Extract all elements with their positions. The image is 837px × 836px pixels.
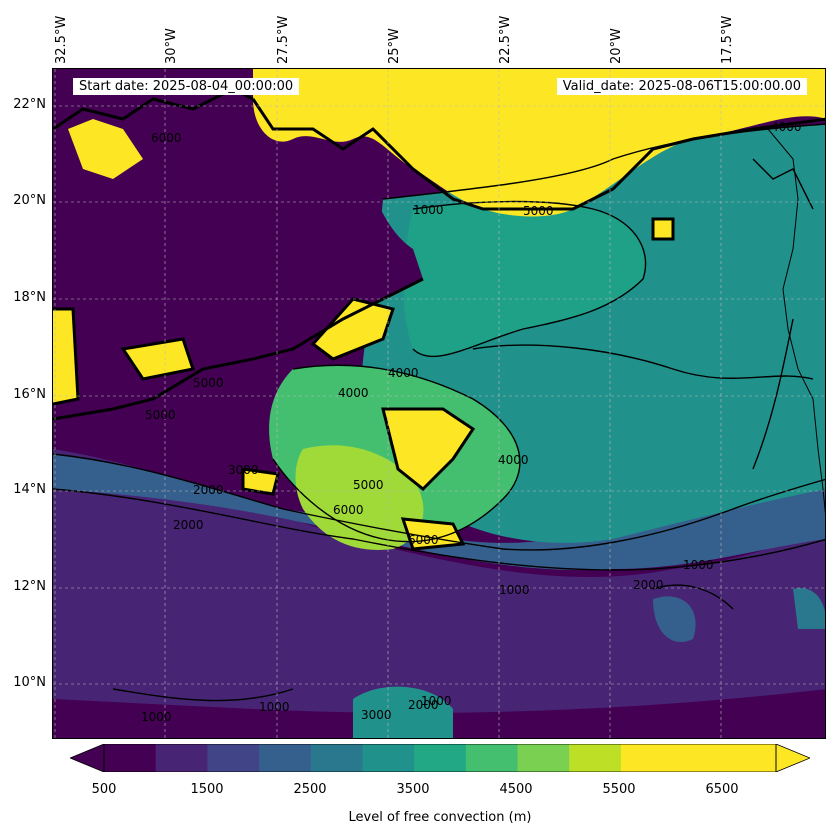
- lfc-field-map: 6000 5000 4000 5000 4000 1000 4000 5000 …: [53, 69, 825, 738]
- lat-label-10n: 10°N: [13, 675, 46, 690]
- contour-label: 2000: [193, 483, 224, 497]
- start-date-box: Start date: 2025-08-04_00:00:00: [73, 78, 300, 95]
- colorbar-tick-label: 1500: [190, 782, 224, 797]
- field-south-blob1: [353, 686, 453, 738]
- colorbar-segment: [310, 744, 363, 772]
- field-yellow-nw: [68, 119, 143, 179]
- lat-label-20n: 20°N: [13, 193, 46, 208]
- colorbar-segment: [207, 744, 260, 772]
- colorbar-over-arrow: [775, 744, 810, 772]
- contour-label: 6000: [333, 503, 364, 517]
- field-yellow-west: [53, 309, 78, 404]
- contour-label: 3000: [228, 463, 259, 477]
- lat-label-14n: 14°N: [13, 482, 46, 497]
- lon-label-30w: 30°W: [164, 28, 179, 64]
- contour-label: 2000: [408, 698, 439, 712]
- colorbar-tick-label: 5500: [602, 782, 636, 797]
- colorbar-segment: [259, 744, 312, 772]
- field-yellow-blob5: [653, 219, 673, 239]
- field-yellow-blob2: [313, 299, 393, 359]
- contour-label: 2000: [173, 518, 204, 532]
- graticule: [53, 69, 825, 738]
- colorbar-tick-label: 500: [91, 782, 117, 797]
- colorbar-segment: [155, 744, 208, 772]
- contour-label: 1000: [141, 710, 172, 724]
- contour-lines-bold: [53, 87, 825, 551]
- colorbar-tick-label: 2500: [293, 782, 327, 797]
- field-nw-purple: [53, 69, 423, 419]
- lon-label-27-5w: 27.5°W: [276, 15, 291, 64]
- contour-label: 5000: [353, 478, 384, 492]
- map-panel: 6000 5000 4000 5000 4000 1000 4000 5000 …: [52, 68, 826, 739]
- contour-label: 5000: [523, 204, 554, 218]
- field-purple: [53, 449, 825, 713]
- contour-label: 6000: [408, 533, 439, 547]
- contour-label: 1000: [413, 203, 444, 217]
- contour-label: 4000: [338, 386, 369, 400]
- lat-label-22n: 22°N: [13, 97, 46, 112]
- field-blue: [53, 454, 825, 570]
- lat-label-18n: 18°N: [13, 290, 46, 305]
- colorbar-tick-label: 6500: [705, 782, 739, 797]
- lat-label-16n: 16°N: [13, 387, 46, 402]
- contour-label: 1000: [259, 700, 290, 714]
- contour-label: 4000: [498, 453, 529, 467]
- colorbar-frame: [103, 744, 777, 772]
- contour-label: 2000: [633, 578, 664, 592]
- colorbar-under-arrow: [70, 744, 105, 772]
- colorbar-segment: [724, 744, 777, 772]
- colorbar-segment: [620, 744, 674, 772]
- lon-label-32-5w: 32.5°W: [54, 15, 69, 64]
- colorbar-segment: [104, 744, 157, 772]
- field-south-blob2: [653, 596, 696, 643]
- colorbar: [70, 744, 810, 772]
- contour-label: 3000: [361, 708, 392, 722]
- contour-label-group: 6000 5000 4000 5000 4000 1000 4000 5000 …: [141, 120, 802, 724]
- contour-label: 1000: [683, 558, 714, 572]
- field-teal2: [403, 201, 646, 357]
- colorbar-tick-label: 3500: [396, 782, 430, 797]
- contour-label: 1000: [499, 583, 530, 597]
- colorbar-segment: [362, 744, 415, 772]
- coastline: [767, 128, 825, 515]
- field-south-blob3: [793, 588, 825, 629]
- lon-label-17-5w: 17.5°W: [720, 15, 735, 64]
- contour-label: 4000: [771, 120, 802, 134]
- contour-label: 6000: [151, 131, 182, 145]
- contour-label: 4000: [388, 366, 419, 380]
- field-yellow-blob1: [383, 409, 473, 489]
- colorbar-segment: [672, 744, 725, 772]
- lon-label-25w: 25°W: [387, 28, 402, 64]
- lon-label-22-5w: 22.5°W: [498, 15, 513, 64]
- colorbar-segment: [414, 744, 467, 772]
- valid-date-box: Valid_date: 2025-08-06T15:00:00.00: [556, 78, 807, 95]
- field-yellow-blob4: [243, 469, 278, 494]
- lon-label-20w: 20°W: [609, 28, 624, 64]
- contour-label: 5000: [193, 376, 224, 390]
- colorbar-title: Level of free convection (m): [348, 810, 532, 825]
- lat-label-12n: 12°N: [13, 579, 46, 594]
- colorbar-segment: [517, 744, 570, 772]
- field-yellow-blob6: [123, 339, 193, 379]
- colorbar-segment: [569, 744, 622, 772]
- contour-label: 1000: [421, 694, 452, 708]
- colorbar-tick-label: 4500: [499, 782, 533, 797]
- field-lime: [295, 445, 424, 550]
- colorbar-segment: [465, 744, 519, 772]
- contour-label: 5000: [145, 408, 176, 422]
